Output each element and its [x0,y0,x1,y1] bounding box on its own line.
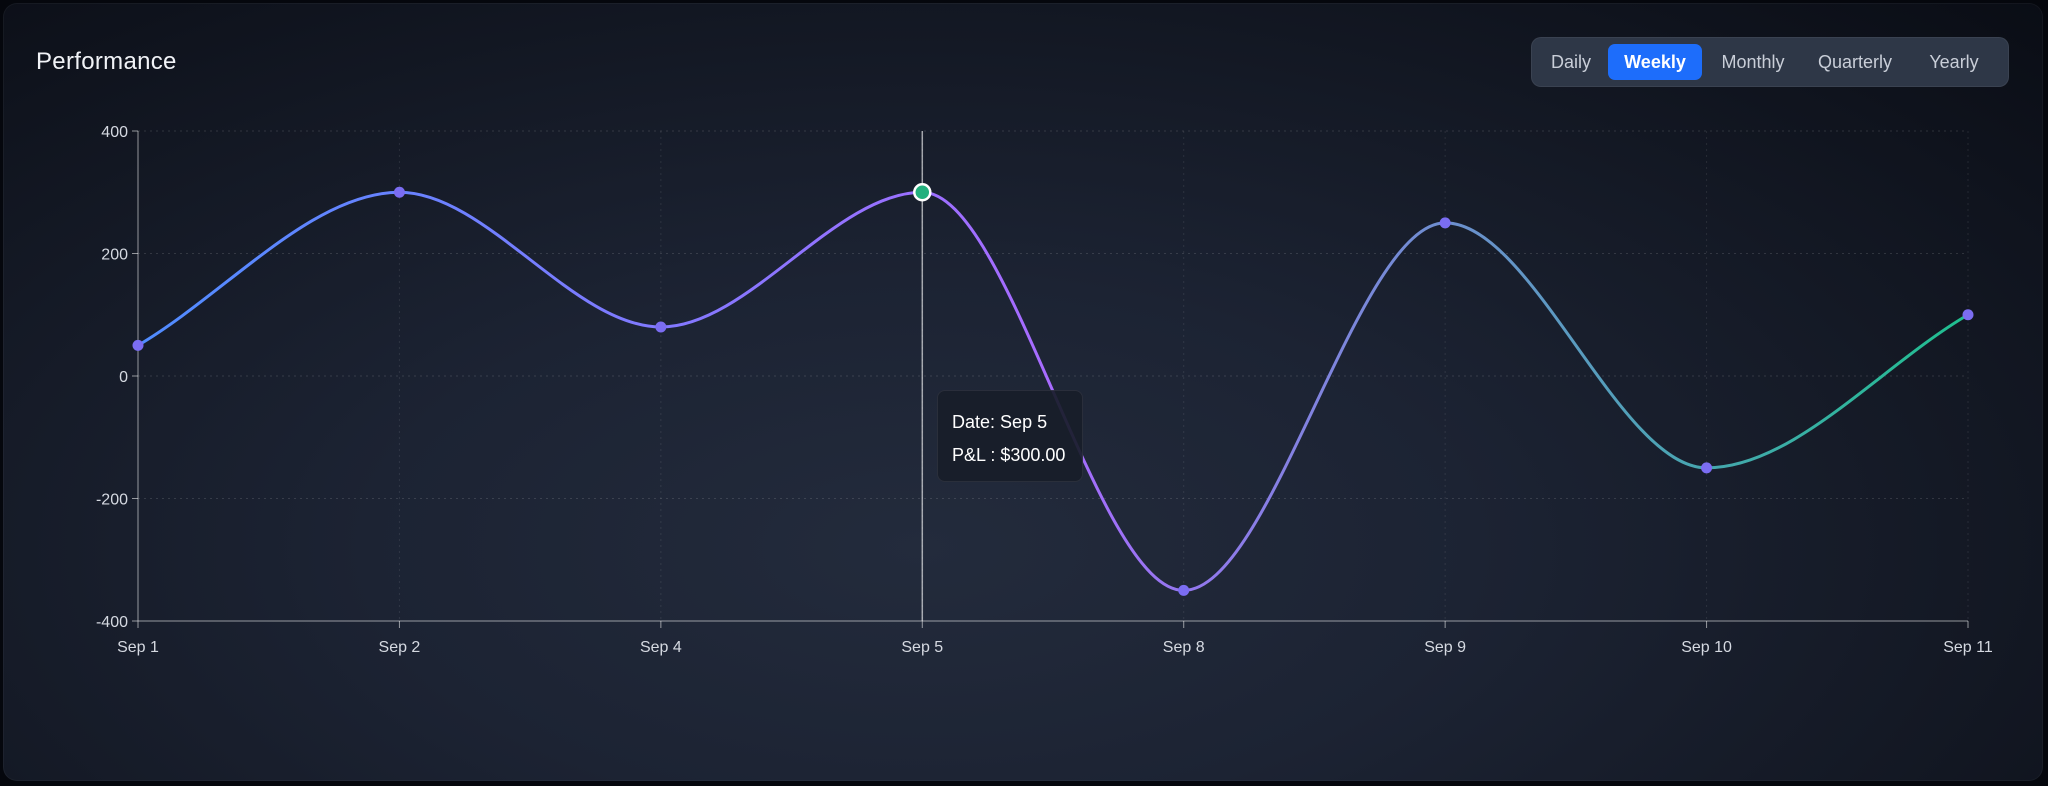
highlighted-data-point[interactable] [913,183,932,202]
points-layer [132,183,1974,596]
data-point[interactable] [393,186,405,198]
x-tick-label: Sep 9 [1424,639,1466,656]
data-point[interactable] [1178,584,1190,596]
data-point[interactable] [655,321,667,333]
tooltip-value-label: P&L : [952,445,996,465]
x-tick-label: Sep 5 [901,639,943,656]
y-tick-label: 0 [119,369,128,386]
x-tick-label: Sep 1 [117,639,159,656]
data-point[interactable] [1701,462,1713,474]
period-daily-button[interactable]: Daily [1550,52,1591,72]
tooltip-date-row: Date: Sep 5 [952,406,1082,439]
x-tick-label: Sep 8 [1163,639,1205,656]
grid [138,130,1969,621]
y-tick-label: 200 [101,247,128,264]
x-tick-label: Sep 4 [640,639,682,656]
chart-title: Performance [36,48,177,75]
x-tick-label: Sep 11 [1943,639,1993,656]
tooltip-date-label: Date: [952,412,996,432]
y-tick-label: 400 [101,124,128,141]
period-switch: Daily Weekly Monthly Quarterly Yearly [1531,37,2009,87]
data-point[interactable] [132,339,144,351]
pnl-series-line [136,190,1970,592]
period-yearly-button[interactable]: Yearly [1929,52,1979,72]
tooltip: Date: Sep 5 P&L : $300.00 [937,390,1083,482]
x-tick-label: Sep 10 [1681,639,1732,656]
period-quarterly-button[interactable]: Quarterly [1817,52,1893,72]
period-monthly-button[interactable]: Monthly [1721,52,1785,72]
y-tick-label: -200 [96,492,128,509]
tooltip-date-value: Sep 5 [1000,412,1048,432]
tooltip-value-row: P&L : $300.00 [952,439,1082,472]
series-layer [136,190,1970,592]
axes: 400 200 0 -200 -400 Sep 1 Sep 2 Sep 4 Sep 5 Sep 8… [96,124,1993,656]
data-point[interactable] [1439,217,1451,229]
data-point[interactable] [1962,309,1974,321]
period-weekly-button[interactable]: Weekly [1608,44,1702,80]
tooltip-value-value: $300.00 [1000,445,1066,465]
y-tick-label: -400 [96,614,128,631]
x-tick-label: Sep 2 [379,639,421,656]
